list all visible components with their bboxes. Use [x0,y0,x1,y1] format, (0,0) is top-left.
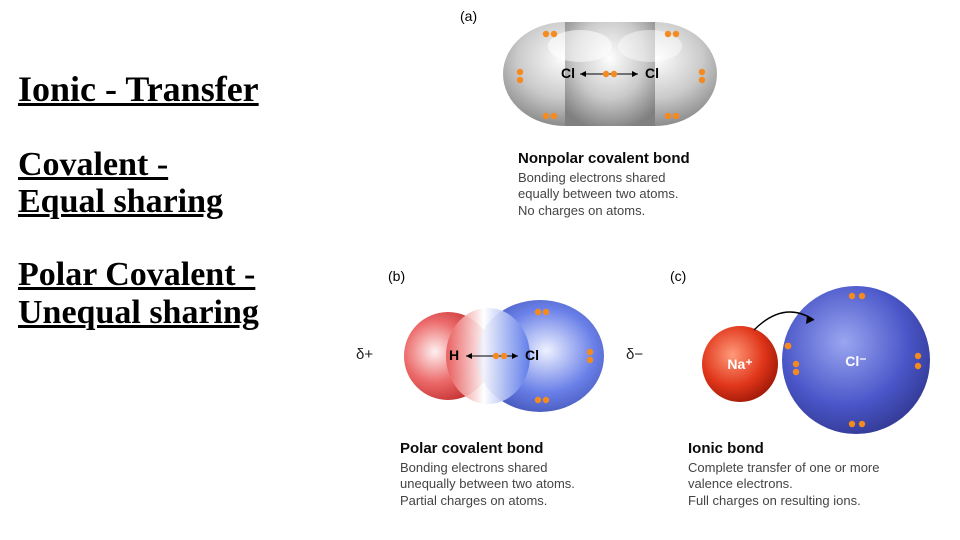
panel-a-label: (a) [460,8,477,24]
nonpolar-atom1-label: Cl [561,65,575,81]
ionic-cl-label: Cl⁻ [845,353,866,369]
panel-a-caption: Nonpolar covalent bond Bonding electrons… [518,150,728,219]
heading-polar-line1: Polar Covalent - [18,256,255,293]
panel-c-desc1: Complete transfer of one or more [688,460,879,475]
delta-minus: δ− [626,346,643,363]
panel-b-desc: Bonding electrons shared unequally betwe… [400,460,640,509]
delta-plus: δ+ [356,346,373,363]
panel-a: (a) Cl Cl [460,0,740,250]
panel-b-desc2: unequally between two atoms. [400,476,575,491]
heading-polar: Polar Covalent - Unequal sharing [18,256,348,331]
nonpolar-atom2-label: Cl [645,65,659,81]
panel-c-desc2: valence electrons. [688,476,793,491]
ionic-diagram: Na⁺ Cl⁻ [684,274,954,439]
panel-b-title: Polar covalent bond [400,440,640,457]
polar-atom2-label: Cl [525,347,539,363]
panel-c-caption: Ionic bond Complete transfer of one or m… [688,440,948,509]
panel-a-desc3: No charges on atoms. [518,203,645,218]
heading-polar-line2: Unequal sharing [18,294,259,331]
panel-a-title: Nonpolar covalent bond [518,150,728,167]
panel-c: (c) Na⁺ Cl⁻ [670,268,960,528]
panel-a-desc2: equally between two atoms. [518,186,678,201]
panel-b: (b) δ+ δ− [348,268,668,528]
panel-b-desc1: Bonding electrons shared [400,460,547,475]
panel-a-desc: Bonding electrons shared equally between… [518,170,728,219]
panel-c-desc: Complete transfer of one or more valence… [688,460,948,509]
panel-b-caption: Polar covalent bond Bonding electrons sh… [400,440,640,509]
panel-b-desc3: Partial charges on atoms. [400,493,547,508]
nonpolar-diagram: Cl Cl [480,4,740,144]
heading-ionic: Ionic - Transfer [18,70,348,110]
panel-a-desc1: Bonding electrons shared [518,170,665,185]
ionic-na-label: Na⁺ [727,356,752,372]
panel-c-desc3: Full charges on resulting ions. [688,493,861,508]
heading-covalent-line1: Covalent - [18,146,168,183]
figure-area: (a) Cl Cl [360,0,960,540]
heading-covalent-line2: Equal sharing [18,183,223,220]
polar-diagram: H Cl [388,278,618,428]
heading-covalent: Covalent - Equal sharing [18,146,348,221]
polar-atom1-label: H [449,347,459,363]
panel-c-title: Ionic bond [688,440,948,457]
